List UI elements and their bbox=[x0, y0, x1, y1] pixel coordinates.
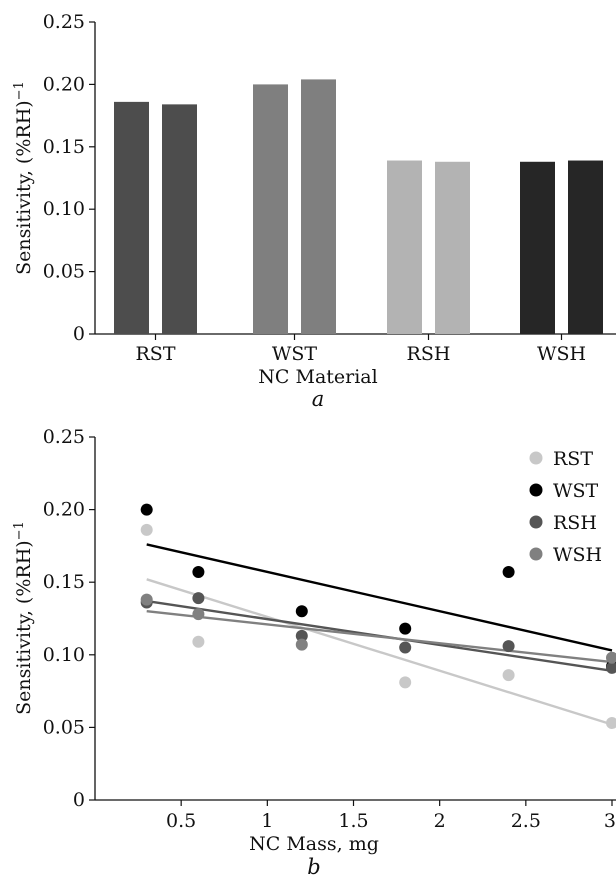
legend-label-rst: RST bbox=[553, 448, 593, 470]
bar-rst-1 bbox=[114, 101, 149, 334]
point-wsh bbox=[606, 651, 616, 664]
y-tick-label: 0.15 bbox=[43, 136, 85, 158]
y-tick-label: 0.10 bbox=[43, 198, 85, 220]
x-tick-label: 1.5 bbox=[338, 810, 368, 832]
y-tick-label: 0.05 bbox=[43, 716, 85, 738]
point-wsh bbox=[140, 593, 153, 606]
bar-wst-1 bbox=[253, 84, 288, 335]
x-tick-label: 3 bbox=[604, 810, 616, 832]
y-tick-label: 0.05 bbox=[43, 261, 85, 283]
point-rst bbox=[140, 523, 153, 536]
y-axis-label-text: Sensitivity, (%RH) bbox=[13, 540, 35, 715]
bar-rsh-2 bbox=[435, 161, 470, 334]
panel-label-a: a bbox=[312, 387, 325, 411]
y-axis-label: Sensitivity, (%RH)−1 bbox=[12, 521, 35, 715]
point-rsh bbox=[399, 641, 412, 654]
bar-wsh-1 bbox=[520, 161, 555, 334]
x-category-label: RST bbox=[136, 343, 176, 365]
legend-marker-wsh bbox=[529, 547, 543, 561]
y-tick-label: 0 bbox=[73, 789, 85, 811]
point-rst bbox=[399, 676, 412, 689]
point-wst bbox=[399, 622, 412, 635]
point-rsh bbox=[192, 592, 205, 605]
panel-a-bar-chart: 0 0.05 0.10 0.15 0.20 0.25 RST WST RSH WSH NC Mate… bbox=[12, 11, 616, 411]
fit-line-rst bbox=[146, 578, 613, 726]
legend-label-wst: WST bbox=[553, 480, 599, 502]
y-tick-label: 0.25 bbox=[43, 11, 85, 33]
fit-line-wst bbox=[146, 543, 613, 652]
bar-wst-2 bbox=[301, 79, 336, 335]
x-category-label: WST bbox=[272, 343, 318, 365]
point-wst bbox=[140, 503, 153, 516]
x-tick-label: 1 bbox=[261, 810, 273, 832]
x-tick-label: 2.5 bbox=[511, 810, 541, 832]
point-rsh bbox=[295, 629, 308, 642]
x-category-label: WSH bbox=[537, 343, 586, 365]
y-tick-label: 0.15 bbox=[43, 571, 85, 593]
legend-label-wsh: WSH bbox=[553, 544, 602, 566]
y-tick-label: 0.20 bbox=[43, 73, 85, 95]
point-rst bbox=[606, 717, 616, 730]
y-tick-label: 0.25 bbox=[43, 426, 85, 448]
panel-label-b: b bbox=[307, 855, 320, 879]
y-tick-label: 0.10 bbox=[43, 644, 85, 666]
y-tick-label: 0.20 bbox=[43, 499, 85, 521]
y-axis-label: Sensitivity, (%RH)−1 bbox=[12, 81, 35, 275]
point-wst bbox=[192, 566, 205, 579]
point-rsh bbox=[606, 661, 616, 674]
point-rsh bbox=[502, 640, 515, 653]
y-axis-label-text: Sensitivity, (%RH) bbox=[13, 100, 35, 275]
x-tick-label: 2 bbox=[434, 810, 446, 832]
fit-line-wsh bbox=[146, 610, 613, 664]
legend-marker-rsh bbox=[529, 515, 543, 529]
legend-marker-rst bbox=[529, 451, 543, 465]
point-wsh bbox=[295, 638, 308, 651]
legend-marker-wst bbox=[529, 483, 543, 497]
y-axis-label-superscript: −1 bbox=[12, 521, 27, 540]
panel-b-scatter-chart: 0 0.05 0.10 0.15 0.20 0.25 0.5 1 1.5 2 2.5 3 RST WST R… bbox=[12, 426, 616, 879]
x-category-label: RSH bbox=[407, 343, 451, 365]
y-axis-label-superscript: −1 bbox=[12, 81, 27, 100]
y-tick-label: 0 bbox=[73, 323, 85, 345]
point-rst bbox=[502, 669, 515, 682]
x-tick-label: 0.5 bbox=[166, 810, 196, 832]
point-wst bbox=[295, 605, 308, 618]
point-wsh bbox=[192, 608, 205, 621]
point-wst bbox=[502, 566, 515, 579]
legend-label-rsh: RSH bbox=[553, 512, 597, 534]
bar-wsh-2 bbox=[568, 160, 603, 334]
bar-rsh-1 bbox=[387, 160, 422, 334]
x-axis-label: NC Material bbox=[258, 366, 377, 388]
bar-rst-2 bbox=[162, 104, 197, 334]
x-axis-label: NC Mass, mg bbox=[249, 833, 379, 855]
point-rst bbox=[192, 635, 205, 648]
